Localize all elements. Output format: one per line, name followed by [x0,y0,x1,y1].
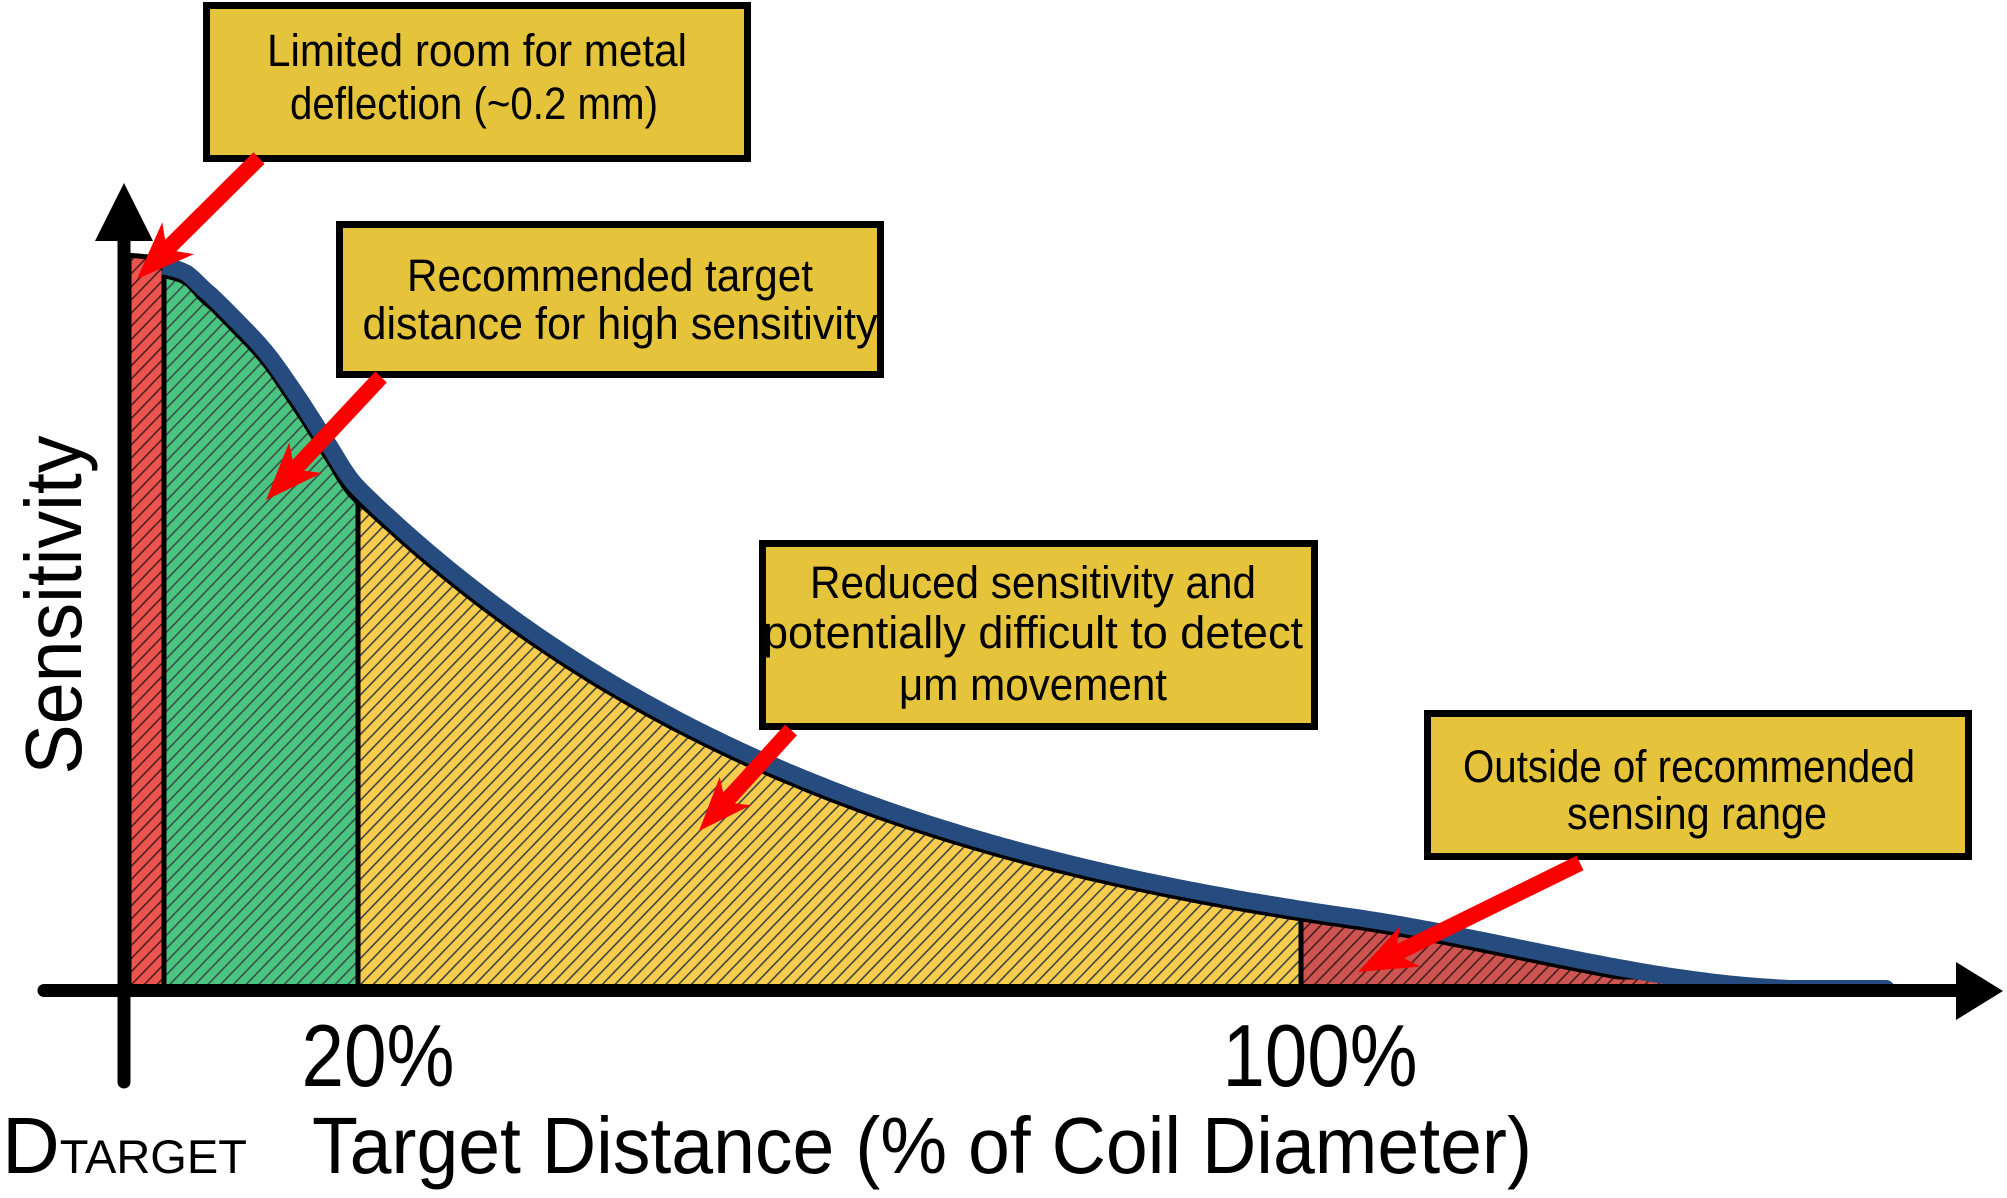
svg-text:Sensitivity: Sensitivity [9,436,98,775]
svg-text:DTARGET: DTARGET [2,1101,247,1190]
svg-text:Outside of recommended: Outside of recommended [1463,741,1915,792]
svg-text:μm movement: μm movement [899,659,1167,710]
svg-text:Limited room for metal: Limited room for metal [267,25,687,76]
svg-text:Reduced sensitivity and: Reduced sensitivity and [810,557,1256,608]
svg-text:100%: 100% [1223,1006,1418,1105]
svg-text:Target Distance (% of Coil Dia: Target Distance (% of Coil Diameter) [312,1101,1532,1190]
svg-text:sensing range: sensing range [1567,788,1827,839]
svg-text:Recommended target: Recommended target [407,250,813,301]
svg-text:20%: 20% [302,1006,455,1105]
svg-text:deflection (~0.2 mm): deflection (~0.2 mm) [290,78,658,129]
svg-text:distance for high sensitivity: distance for high sensitivity [363,298,878,349]
svg-text:potentially difficult to detec: potentially difficult to detect [763,607,1303,658]
